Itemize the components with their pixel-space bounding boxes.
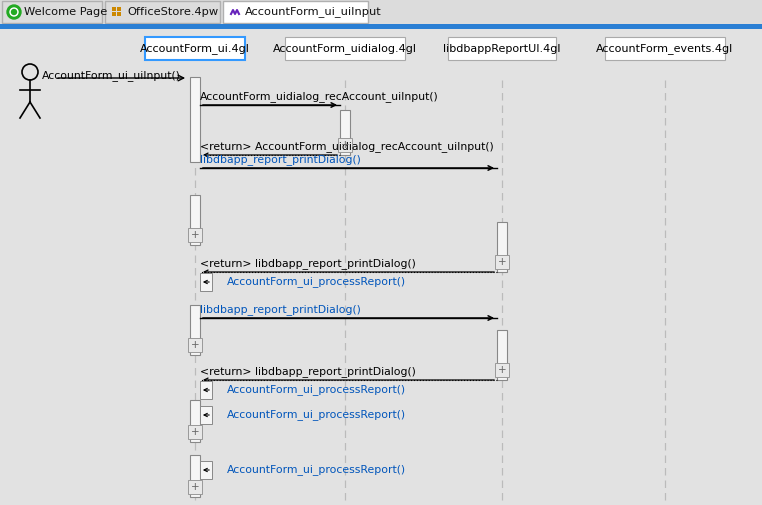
Bar <box>188 338 202 352</box>
Bar <box>117 12 121 16</box>
Text: +: + <box>498 365 506 375</box>
Bar <box>200 406 212 424</box>
Bar <box>190 400 200 442</box>
Bar <box>0 35 762 60</box>
Text: libdbappReportUI.4gl: libdbappReportUI.4gl <box>443 43 561 54</box>
Text: +: + <box>190 427 200 437</box>
Text: +: + <box>341 140 349 150</box>
Text: <return> AccountForm_uidialog_recAccount_uiInput(): <return> AccountForm_uidialog_recAccount… <box>200 141 494 152</box>
Text: libdbapp_report_printDialog(): libdbapp_report_printDialog() <box>200 154 361 165</box>
Text: AccountForm_ui_uiInput(): AccountForm_ui_uiInput() <box>42 71 181 81</box>
Text: <return> libdbapp_report_printDialog(): <return> libdbapp_report_printDialog() <box>200 258 416 269</box>
Bar <box>112 12 116 16</box>
Text: AccountForm_events.4gl: AccountForm_events.4gl <box>597 43 734 54</box>
Text: +: + <box>190 230 200 240</box>
Bar <box>495 255 509 269</box>
Circle shape <box>7 5 21 19</box>
Text: OfficeStore.4pw: OfficeStore.4pw <box>127 7 218 17</box>
Text: AccountForm_ui_processReport(): AccountForm_ui_processReport() <box>227 465 406 475</box>
Bar <box>200 461 212 479</box>
Bar <box>200 273 212 291</box>
Bar <box>105 1 220 23</box>
Text: +: + <box>498 257 506 267</box>
Text: AccountForm_uidialog.4gl: AccountForm_uidialog.4gl <box>273 43 417 54</box>
Circle shape <box>11 10 17 15</box>
Text: AccountForm_ui_processReport(): AccountForm_ui_processReport() <box>227 384 406 395</box>
Bar <box>190 195 200 245</box>
Bar <box>188 480 202 494</box>
Bar <box>605 37 725 60</box>
Bar <box>200 381 212 399</box>
Bar <box>448 37 556 60</box>
Text: AccountForm_ui.4gl: AccountForm_ui.4gl <box>140 43 250 54</box>
Bar <box>0 24 762 29</box>
Bar <box>188 425 202 439</box>
Text: libdbapp_report_printDialog(): libdbapp_report_printDialog() <box>200 304 361 315</box>
Text: Welcome Page: Welcome Page <box>24 7 107 17</box>
Circle shape <box>10 8 18 16</box>
Bar <box>340 110 350 155</box>
Text: <return> libdbapp_report_printDialog(): <return> libdbapp_report_printDialog() <box>200 366 416 377</box>
Bar <box>190 77 200 162</box>
Bar <box>145 37 245 60</box>
Bar <box>495 363 509 377</box>
Bar <box>497 222 507 272</box>
Text: +: + <box>190 340 200 350</box>
Bar <box>497 330 507 380</box>
Text: AccountForm_ui_processReport(): AccountForm_ui_processReport() <box>227 277 406 287</box>
Bar <box>2 1 102 23</box>
Bar <box>223 1 368 23</box>
Bar <box>285 37 405 60</box>
Bar <box>117 7 121 11</box>
Bar <box>190 455 200 497</box>
Bar <box>190 305 200 355</box>
Bar <box>0 0 762 24</box>
Bar <box>188 228 202 242</box>
Bar <box>338 138 352 152</box>
Text: AccountForm_ui_processReport(): AccountForm_ui_processReport() <box>227 410 406 421</box>
Text: +: + <box>190 482 200 492</box>
Bar <box>112 7 116 11</box>
Text: AccountForm_ui_uiInput: AccountForm_ui_uiInput <box>245 7 382 18</box>
Text: AccountForm_uidialog_recAccount_uiInput(): AccountForm_uidialog_recAccount_uiInput(… <box>200 91 439 102</box>
